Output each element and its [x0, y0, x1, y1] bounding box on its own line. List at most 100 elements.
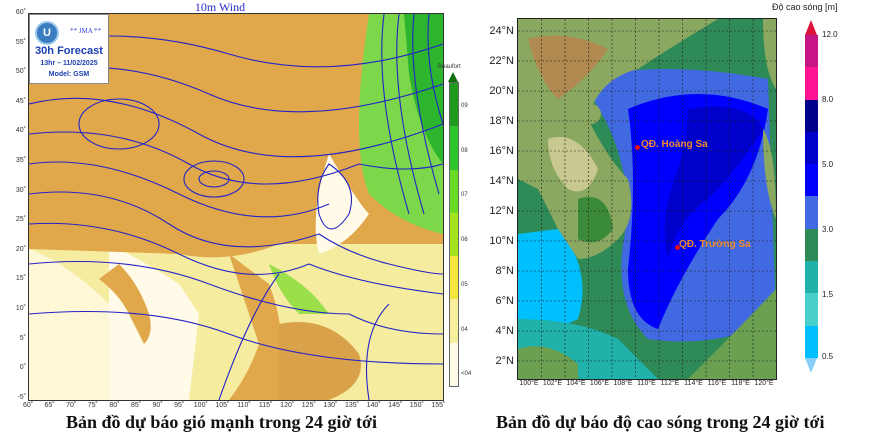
- wave-band: [805, 228, 818, 262]
- wind-lat-label: 0˚: [19, 364, 26, 372]
- land-plateau: [548, 137, 598, 192]
- hoang-sa-marker: [635, 145, 640, 150]
- light-wind-zone: [29, 249, 109, 400]
- wave-lat-label: 20°N: [489, 85, 514, 97]
- wind-lat-label: 55˚: [15, 38, 26, 46]
- beaufort-colorbar: [449, 82, 459, 387]
- wave-colorbar: [805, 35, 818, 358]
- beaufort-label: 04: [461, 326, 468, 333]
- wind-lon-label: 100˚: [193, 402, 208, 409]
- wave-lon-label: 102°E: [542, 380, 563, 387]
- land-hainan: [581, 104, 601, 124]
- wave-band: [805, 35, 818, 68]
- graticule: [518, 19, 776, 379]
- wave-lon-label: 106°E: [589, 380, 610, 387]
- wave-lat-label: 24°N: [489, 25, 514, 37]
- beaufort-label: 07: [461, 192, 468, 199]
- wave-lat-label: 4°N: [495, 325, 514, 337]
- forecast-model: Model: GSM: [48, 71, 90, 78]
- land-malaysia: [518, 346, 578, 379]
- wind-lat-label: 50˚: [15, 68, 26, 76]
- land-lowland: [578, 197, 613, 243]
- wave-lat-label: 8°N: [495, 265, 514, 277]
- wave-band: [805, 196, 818, 229]
- indochina-land: [229, 254, 283, 400]
- wind-lon-label: 75˚: [87, 402, 98, 409]
- wave-lon-label: 116°E: [707, 380, 727, 387]
- wind-lat-label: 45˚: [15, 97, 26, 105]
- wind-lon-label: 145˚: [388, 402, 403, 409]
- wind-lon-label: 120˚: [280, 402, 295, 409]
- beaufort-label: 05: [461, 281, 468, 288]
- beaufort-band: [450, 212, 458, 257]
- wind-lon-label: 70˚: [66, 402, 77, 409]
- wave-band: [805, 131, 818, 165]
- wave-lat-label: 10°N: [489, 235, 514, 247]
- wind-lon-label: 65˚: [44, 402, 55, 409]
- wind-lon-label: 95˚: [174, 402, 185, 409]
- wave-lon-label: 118°E: [731, 380, 750, 387]
- wave-lon-label: 120°E: [754, 380, 774, 387]
- wind-lon-label: 115˚: [258, 402, 273, 409]
- beaufort-over-arrow: [448, 72, 458, 82]
- wave-tick-label: 0.5: [822, 352, 834, 361]
- beaufort-band: [450, 299, 458, 343]
- wind-lon-label: 150˚: [409, 402, 424, 409]
- wind-lat-label: 60˚: [15, 9, 26, 16]
- wave-lon-label: 114°E: [684, 380, 703, 387]
- beaufort-label: 06: [461, 237, 468, 244]
- land-philippines: [763, 129, 776, 219]
- wind-lon-label: 125˚: [301, 402, 316, 409]
- wind-lat-label: 40˚: [15, 127, 26, 135]
- land-taiwan: [763, 19, 776, 89]
- wave-lat-label: 14°N: [489, 175, 514, 187]
- wind-lat-label: 15˚: [15, 275, 26, 283]
- beaufort-band: [450, 342, 458, 386]
- wave-band: [805, 261, 818, 294]
- wave-colorbar-title: Độ cao sóng [m]: [772, 2, 838, 12]
- wind-lon-label: 80˚: [109, 402, 120, 409]
- beaufort-band: [450, 126, 458, 170]
- wave-tick-label: 8.0: [822, 95, 834, 104]
- beaufort-label: 09: [461, 103, 468, 109]
- wave-tick-label: 1.5: [822, 290, 834, 299]
- land-borneo: [688, 289, 776, 379]
- beaufort-label: 08: [461, 147, 468, 154]
- land-highland: [528, 35, 608, 99]
- wind-lat-label: 25˚: [15, 216, 26, 224]
- wave-band: [805, 325, 818, 358]
- wave-band: [805, 164, 818, 197]
- hoang-sa-label: QĐ. Hoàng Sa: [641, 139, 708, 150]
- wind-lat-label: -5˚: [17, 393, 26, 401]
- jma-logo-icon: U: [35, 21, 59, 45]
- wind-lat-label: 10˚: [15, 305, 26, 312]
- wind-lon-label: 130˚: [323, 402, 338, 409]
- gale-zone: [404, 14, 443, 164]
- beaufort-band: [450, 256, 458, 300]
- wave-over-arrow: [805, 20, 817, 35]
- strong-wind-zone: [269, 264, 329, 314]
- beaufort-label: <04: [461, 371, 472, 378]
- wind-lat-label: 35˚: [15, 157, 26, 164]
- wave-zone-gulf-thailand: [518, 229, 583, 329]
- wind-lon-label: 105˚: [215, 402, 230, 409]
- wave-band: [805, 99, 818, 132]
- wave-lon-label: 112°E: [660, 380, 680, 387]
- wind-lat-label: 30˚: [15, 186, 26, 194]
- wave-band: [805, 293, 818, 326]
- wave-lon-label: 100°E: [519, 380, 539, 387]
- wave-lat-label: 2°N: [495, 355, 514, 367]
- beaufort-legend-title: Beaufort: [438, 64, 461, 70]
- wave-tick-label: 5.0: [822, 160, 834, 169]
- forecast-info-box: U ** JMA ** 30h Forecast 13hr – 11/02/20…: [29, 14, 109, 84]
- agency-label: ** JMA **: [70, 27, 102, 35]
- wind-lon-label: 140˚: [366, 402, 381, 409]
- wind-lon-label: 60˚: [22, 402, 34, 409]
- forecast-time: 13hr – 11/02/2025: [40, 60, 98, 67]
- wave-zone-5-6m: [664, 106, 763, 259]
- wave-lon-label: 108°E: [613, 380, 633, 387]
- wave-band: [805, 67, 818, 100]
- wave-map-caption: Bản đồ dự báo độ cao sóng trong 24 giờ t…: [496, 412, 825, 432]
- wave-under-arrow: [805, 358, 817, 373]
- wind-lat-label: 20˚: [15, 245, 26, 253]
